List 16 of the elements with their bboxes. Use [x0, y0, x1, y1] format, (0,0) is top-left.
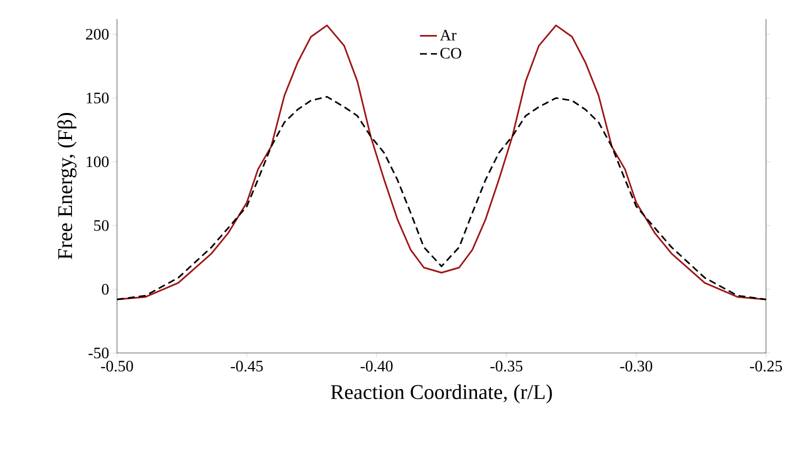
y-tick-label: 150	[86, 92, 109, 104]
x-tick-label: -0.25	[750, 360, 782, 372]
y-tick-label: 200	[86, 28, 109, 40]
legend-label: Ar	[440, 30, 456, 40]
x-tick-label: -0.40	[360, 360, 393, 372]
x-tick-label: -0.35	[490, 360, 522, 372]
x-tick-label: -0.45	[230, 360, 263, 372]
y-axis-title: Free Energy, (Fβ)	[57, 113, 76, 260]
y-tick-label: 0	[102, 284, 109, 295]
x-tick-label: -0.30	[620, 360, 652, 372]
x-tick-label: -0.50	[101, 360, 133, 372]
y-tick-label: 100	[86, 156, 109, 168]
legend-label: CO	[440, 48, 462, 59]
x-axis-title: Reaction Coordinate, (r/L)	[330, 384, 552, 404]
y-tick-label: 50	[94, 220, 109, 231]
y-tick-label: -50	[88, 348, 109, 358]
